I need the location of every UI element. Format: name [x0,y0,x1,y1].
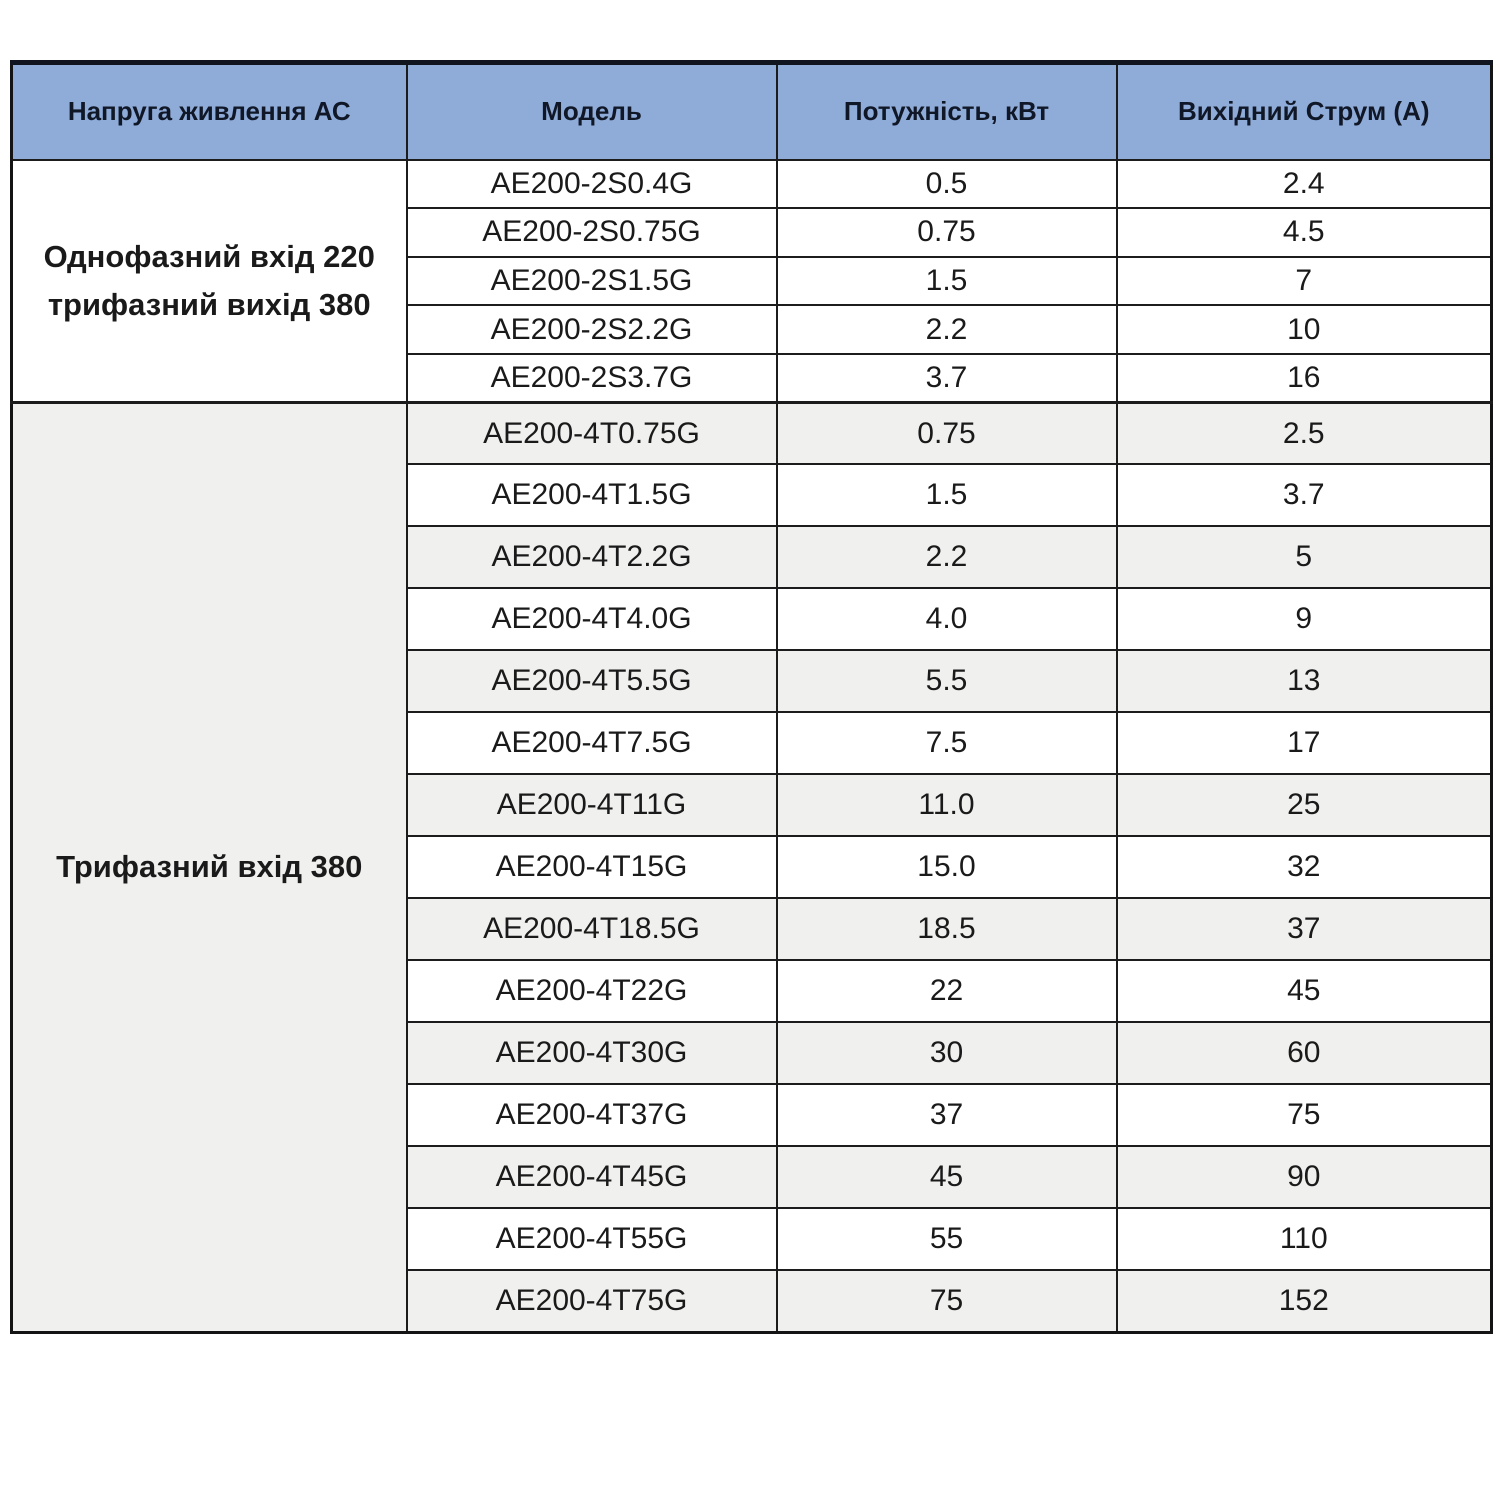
table-row: Трифазний вхід 380 AE200-4T0.75G 0.75 2.5 [10,400,1493,1334]
group-label: Трифазний вхід 380 [10,400,408,1334]
table-row: AE200-4T55G 55 110 [12,1207,1493,1272]
table-row: AE200-2S3.7G 3.7 16 [12,352,1493,404]
table-row: AE200-4T22G 22 45 [12,959,1493,1024]
power-cell: 22 [775,959,1118,1024]
model-cell: AE200-2S3.7G [405,352,778,404]
table-row: AE200-4T15G 15.0 32 [12,835,1493,900]
power-cell: 5.5 [775,649,1118,714]
model-cell: AE200-4T75G [405,1269,778,1334]
power-cell: 15.0 [775,835,1118,900]
model-cell: AE200-4T37G [405,1083,778,1148]
model-cell: AE200-4T15G [405,835,778,900]
col-header-supply-voltage: Напруга живлення АС [10,60,408,161]
power-cell: 2.2 [775,304,1118,355]
power-cell: 11.0 [775,773,1118,838]
col-header-power: Потужність, кВт [775,60,1118,161]
model-cell: AE200-4T30G [405,1021,778,1086]
current-cell: 16 [1115,352,1493,404]
current-cell: 7 [1115,255,1493,307]
model-cell: AE200-4T7.5G [405,711,778,776]
power-cell: 30 [775,1021,1118,1086]
power-cell: 0.75 [775,400,1118,466]
current-cell: 75 [1115,1083,1493,1148]
power-cell: 2.2 [775,525,1118,590]
model-cell: AE200-4T11G [405,773,778,838]
table-row: AE200-4T4.0G 4.0 9 [12,587,1493,652]
table-row: AE200-2S2.2G 2.2 10 [12,304,1493,355]
header-row: Напруга живлення АС Модель Потужність, к… [10,60,1493,161]
power-cell: 75 [775,1269,1118,1334]
power-cell: 7.5 [775,711,1118,776]
current-cell: 2.4 [1115,158,1493,210]
table-row: AE200-4T18.5G 18.5 37 [12,897,1493,962]
current-cell: 17 [1115,711,1493,776]
current-cell: 110 [1115,1207,1493,1272]
current-cell: 90 [1115,1145,1493,1210]
current-cell: 4.5 [1115,207,1493,258]
table-row: AE200-4T5.5G 5.5 13 [12,649,1493,714]
table-row: AE200-4T2.2G 2.2 5 [12,525,1493,590]
power-cell: 0.75 [775,207,1118,258]
current-cell: 60 [1115,1021,1493,1086]
col-header-output-current: Вихідний Струм (А) [1115,60,1493,161]
group-label: Однофазний вхід 220 трифазний вихід 380 [10,158,408,404]
model-cell: AE200-2S0.4G [405,158,778,210]
current-cell: 3.7 [1115,463,1493,528]
model-cell: AE200-4T45G [405,1145,778,1210]
table-row: AE200-2S1.5G 1.5 7 [12,255,1493,307]
current-cell: 45 [1115,959,1493,1024]
col-header-model: Модель [405,60,778,161]
table-row: AE200-4T75G 75 152 [12,1269,1493,1334]
current-cell: 152 [1115,1269,1493,1334]
power-cell: 45 [775,1145,1118,1210]
table-body: Однофазний вхід 220 трифазний вихід 380 A… [10,158,1493,1334]
model-cell: AE200-4T1.5G [405,463,778,528]
current-cell: 5 [1115,525,1493,590]
power-cell: 0.5 [775,158,1118,210]
current-cell: 25 [1115,773,1493,838]
table-row: AE200-4T1.5G 1.5 3.7 [12,463,1493,528]
model-cell: AE200-2S2.2G [405,304,778,355]
power-cell: 1.5 [775,255,1118,307]
power-cell: 1.5 [775,463,1118,528]
model-cell: AE200-4T55G [405,1207,778,1272]
current-cell: 37 [1115,897,1493,962]
table-header: Напруга живлення АС Модель Потужність, к… [10,60,1493,161]
power-cell: 3.7 [775,352,1118,404]
model-cell: AE200-4T22G [405,959,778,1024]
model-cell: AE200-2S0.75G [405,207,778,258]
table-row: Однофазний вхід 220 трифазний вихід 380 A… [10,158,1493,404]
model-cell: AE200-4T5.5G [405,649,778,714]
model-cell: AE200-4T18.5G [405,897,778,962]
model-cell: AE200-4T2.2G [405,525,778,590]
power-cell: 37 [775,1083,1118,1148]
model-cell: AE200-4T4.0G [405,587,778,652]
current-cell: 9 [1115,587,1493,652]
model-cell: AE200-2S1.5G [405,255,778,307]
model-cell: AE200-4T0.75G [405,400,778,466]
current-cell: 13 [1115,649,1493,714]
current-cell: 2.5 [1115,400,1493,466]
table-row: AE200-4T11G 11.0 25 [12,773,1493,838]
table-row: AE200-4T30G 30 60 [12,1021,1493,1086]
spec-table: Напруга живлення АС Модель Потужність, к… [10,60,1493,1334]
table-row: AE200-4T7.5G 7.5 17 [12,711,1493,776]
current-cell: 32 [1115,835,1493,900]
table-row: AE200-4T37G 37 75 [12,1083,1493,1148]
power-cell: 55 [775,1207,1118,1272]
power-cell: 18.5 [775,897,1118,962]
table-row: AE200-4T45G 45 90 [12,1145,1493,1210]
current-cell: 10 [1115,304,1493,355]
power-cell: 4.0 [775,587,1118,652]
table-row: AE200-2S0.75G 0.75 4.5 [12,207,1493,258]
